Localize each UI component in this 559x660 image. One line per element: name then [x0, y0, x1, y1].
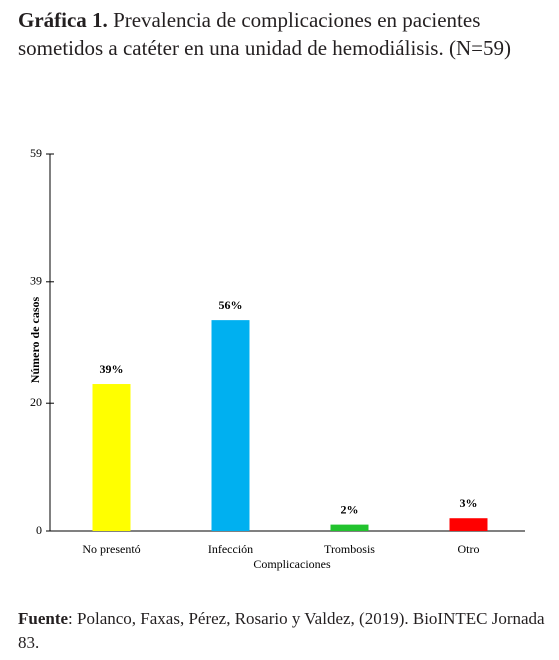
x-axis-label: Complicaciones [253, 557, 331, 571]
value-label: 39% [100, 362, 124, 376]
value-label: 56% [219, 298, 243, 312]
x-tick-label: Infección [208, 542, 253, 556]
x-tick-label: No presentó [82, 542, 140, 556]
footer-text: : Polanco, Faxas, Pérez, Rosario y Valde… [18, 609, 545, 652]
value-label: 3% [460, 496, 478, 510]
y-tick-label: 0 [36, 523, 42, 537]
bar [449, 518, 488, 531]
bar [330, 524, 369, 531]
bar [211, 320, 250, 531]
value-label: 2% [341, 502, 359, 516]
title-bold: Gráfica 1. [18, 8, 108, 32]
y-tick-label: 59 [30, 146, 42, 160]
x-tick-label: Otro [458, 542, 480, 556]
chart: Complicaciones Número de casos 0 20 39 59 No… [28, 146, 525, 571]
y-tick-label: 39 [30, 274, 42, 288]
title: Gráfica 1. Prevalencia de complicaciones… [18, 6, 548, 62]
y-axis-label: Número de casos [28, 296, 42, 383]
footer: Fuente: Polanco, Faxas, Pérez, Rosario y… [18, 607, 548, 655]
y-tick-label: 20 [30, 395, 42, 409]
bar [92, 384, 131, 531]
title-text: Prevalencia de complicaciones en pacient… [18, 8, 511, 60]
x-tick-label: Trombosis [324, 542, 375, 556]
footer-bold: Fuente [18, 609, 69, 628]
